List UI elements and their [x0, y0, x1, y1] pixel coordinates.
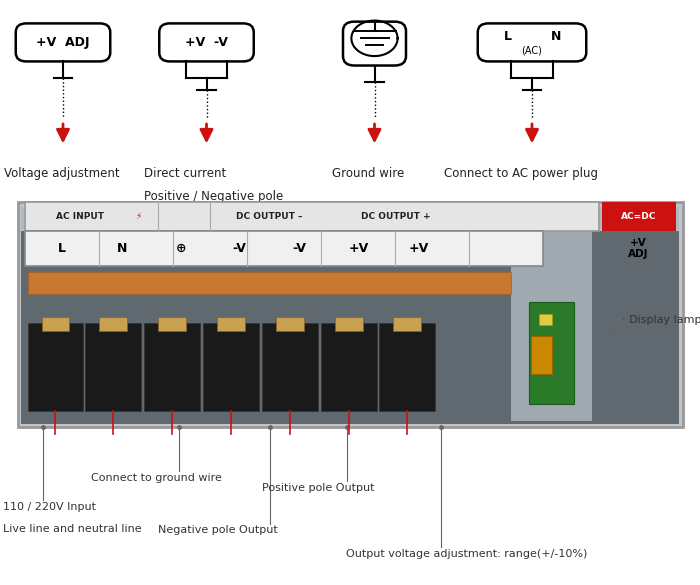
- Text: AC INPUT: AC INPUT: [57, 212, 104, 221]
- FancyBboxPatch shape: [477, 23, 587, 61]
- Text: Live line and neutral line: Live line and neutral line: [3, 524, 141, 534]
- Bar: [528, 302, 574, 404]
- Bar: [158, 317, 186, 331]
- Bar: [203, 323, 259, 411]
- Text: +V  -V: +V -V: [185, 36, 228, 49]
- Text: ⚡: ⚡: [135, 212, 142, 221]
- Bar: [99, 317, 127, 331]
- Bar: [25, 219, 503, 225]
- Text: Ground wire: Ground wire: [332, 167, 405, 180]
- Bar: [25, 231, 542, 266]
- Text: DC OUTPUT +: DC OUTPUT +: [360, 212, 430, 221]
- Bar: [21, 231, 679, 424]
- Bar: [144, 323, 200, 411]
- Bar: [42, 317, 69, 331]
- FancyBboxPatch shape: [15, 23, 111, 61]
- Text: N: N: [552, 30, 561, 43]
- Text: (AC): (AC): [522, 46, 542, 56]
- Text: Positive pole Output: Positive pole Output: [262, 483, 375, 493]
- Text: Direct current: Direct current: [144, 167, 225, 180]
- Bar: [511, 208, 592, 421]
- Bar: [321, 323, 377, 411]
- Bar: [28, 323, 83, 411]
- Bar: [539, 314, 552, 325]
- Bar: [28, 272, 511, 294]
- Text: +V
ADJ: +V ADJ: [628, 238, 649, 259]
- Bar: [335, 317, 363, 331]
- Text: AC=DC: AC=DC: [621, 212, 657, 221]
- FancyBboxPatch shape: [343, 22, 406, 66]
- Text: · Display lamp: · Display lamp: [622, 315, 700, 325]
- Bar: [21, 207, 679, 230]
- Text: -V: -V: [293, 242, 307, 255]
- Text: DC OUTPUT –: DC OUTPUT –: [237, 212, 302, 221]
- Text: Output voltage adjustment: range(+/-10%): Output voltage adjustment: range(+/-10%): [346, 549, 588, 559]
- Bar: [602, 202, 676, 231]
- Bar: [379, 323, 435, 411]
- Bar: [217, 317, 245, 331]
- Text: +V: +V: [409, 242, 428, 255]
- Bar: [25, 202, 598, 231]
- Bar: [393, 317, 421, 331]
- Text: -V: -V: [232, 242, 246, 255]
- Bar: [262, 323, 318, 411]
- Text: N: N: [118, 242, 127, 255]
- Text: Voltage adjustment: Voltage adjustment: [4, 167, 119, 180]
- Text: +V  ADJ: +V ADJ: [36, 36, 90, 49]
- Text: Connect to AC power plug: Connect to AC power plug: [444, 167, 598, 180]
- Text: ⊕: ⊕: [175, 242, 186, 255]
- FancyBboxPatch shape: [160, 23, 253, 61]
- Bar: [18, 202, 682, 427]
- Text: L: L: [503, 30, 512, 43]
- Text: Positive / Negative pole: Positive / Negative pole: [144, 190, 283, 203]
- Text: +V: +V: [349, 242, 368, 255]
- Text: Negative pole Output: Negative pole Output: [158, 525, 277, 535]
- Bar: [85, 323, 141, 411]
- Text: Connect to ground wire: Connect to ground wire: [91, 473, 222, 483]
- Text: 110 / 220V Input: 110 / 220V Input: [3, 502, 96, 512]
- Bar: [531, 336, 552, 374]
- Bar: [276, 317, 304, 331]
- Text: L: L: [57, 242, 66, 255]
